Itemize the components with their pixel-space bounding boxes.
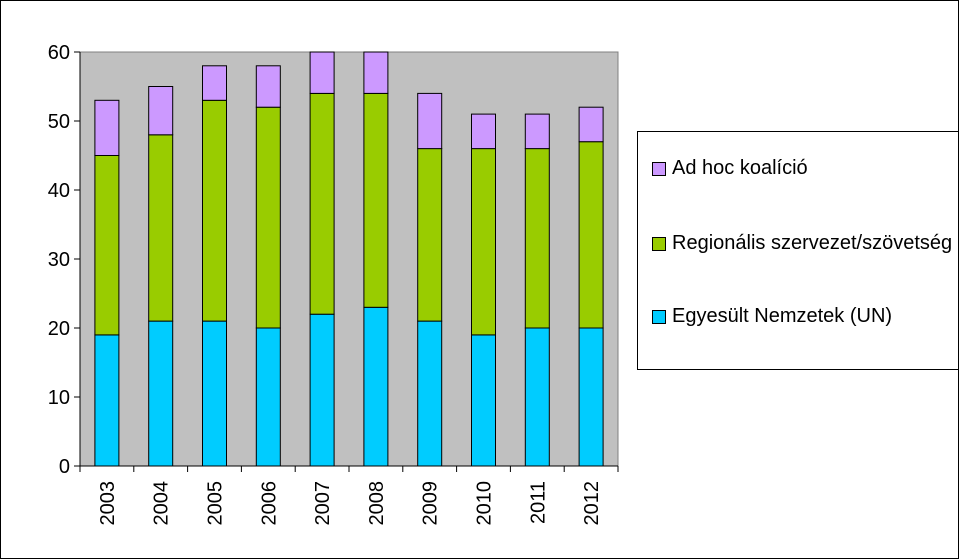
bar	[255, 65, 281, 108]
bar	[578, 106, 604, 143]
bar	[417, 320, 443, 467]
bar	[148, 86, 174, 136]
x-tick-label: 2010	[474, 481, 496, 526]
legend-item: Egyesült Nemzetek (UN)	[652, 302, 892, 330]
y-tick-label: 30	[48, 249, 70, 271]
bar	[524, 148, 550, 329]
bar	[202, 320, 227, 467]
bar	[309, 51, 335, 94]
bar	[255, 106, 281, 329]
bar	[417, 148, 443, 322]
legend-swatch	[652, 162, 666, 176]
bar	[524, 113, 550, 150]
legend-item: Regionális szervezet/szövetség	[652, 229, 952, 257]
bar	[363, 51, 389, 94]
bar	[202, 65, 227, 101]
y-tick-label: 50	[48, 111, 70, 133]
x-tick-label: 2009	[420, 481, 442, 526]
x-tick-label: 2012	[581, 481, 603, 526]
bar	[417, 92, 443, 150]
bar	[471, 148, 496, 336]
y-tick-label: 0	[59, 456, 70, 478]
bar	[309, 92, 335, 315]
legend: Ad hoc koalíció Regionális szervezet/szöv…	[637, 131, 959, 370]
bar	[255, 327, 281, 467]
bar	[471, 334, 496, 467]
legend-label: Ad hoc koalíció	[672, 157, 808, 179]
bar	[578, 141, 604, 329]
bar	[363, 306, 389, 467]
bar	[94, 155, 120, 336]
y-tick-label: 60	[48, 42, 70, 64]
bar	[202, 99, 227, 322]
y-tick-label: 10	[48, 387, 70, 409]
x-tick-label: 2007	[312, 481, 334, 526]
y-tick-label: 40	[48, 180, 70, 202]
bar	[94, 99, 120, 157]
bar	[309, 313, 335, 467]
y-tick-label: 20	[48, 318, 70, 340]
x-tick-label: 2008	[366, 481, 388, 526]
x-tick-label: 2004	[151, 481, 173, 526]
x-tick-label: 2006	[258, 481, 280, 526]
legend-swatch	[652, 310, 666, 324]
legend-item: Ad hoc koalíció	[652, 154, 808, 182]
bar	[94, 334, 120, 467]
bar	[363, 92, 389, 308]
legend-label: Regionális szervezet/szövetség	[672, 232, 953, 254]
bar	[148, 320, 174, 467]
bar	[471, 113, 496, 150]
bar	[524, 327, 550, 467]
bar	[148, 134, 174, 322]
x-tick-label: 2011	[527, 481, 549, 524]
legend-swatch	[652, 237, 666, 251]
bar	[578, 327, 604, 467]
x-tick-label: 2003	[97, 481, 119, 526]
x-tick-label: 2005	[205, 481, 227, 526]
legend-label: Egyesült Nemzetek (UN)	[672, 305, 893, 327]
